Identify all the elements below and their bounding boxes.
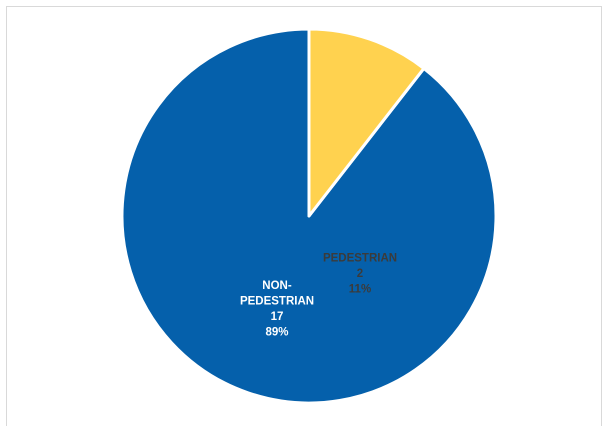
slice-value-pedestrian: 2 <box>357 268 363 280</box>
pie-slice-pedestrian <box>307 27 426 218</box>
data-label-pedestrian: PEDESTRIAN 2 11% <box>323 253 397 296</box>
slice-name-non-pedestrian: NON- <box>262 280 292 292</box>
data-label-non-pedestrian: NON- PEDESTRIAN 17 89% <box>240 280 314 339</box>
slice-name-non-pedestrian: PEDESTRIAN <box>240 295 314 307</box>
slice-percent-pedestrian: 11% <box>349 284 371 296</box>
slice-value-non-pedestrian: 17 <box>271 311 284 323</box>
slice-name-pedestrian: PEDESTRIAN <box>323 253 397 265</box>
chart-area: PEDESTRIAN 2 11% NON- PEDESTRIAN 17 89% <box>6 6 602 426</box>
slice-percent-non-pedestrian: 89% <box>265 326 288 338</box>
pie-chart: PEDESTRIAN 2 11% NON- PEDESTRIAN 17 89% <box>120 27 498 405</box>
